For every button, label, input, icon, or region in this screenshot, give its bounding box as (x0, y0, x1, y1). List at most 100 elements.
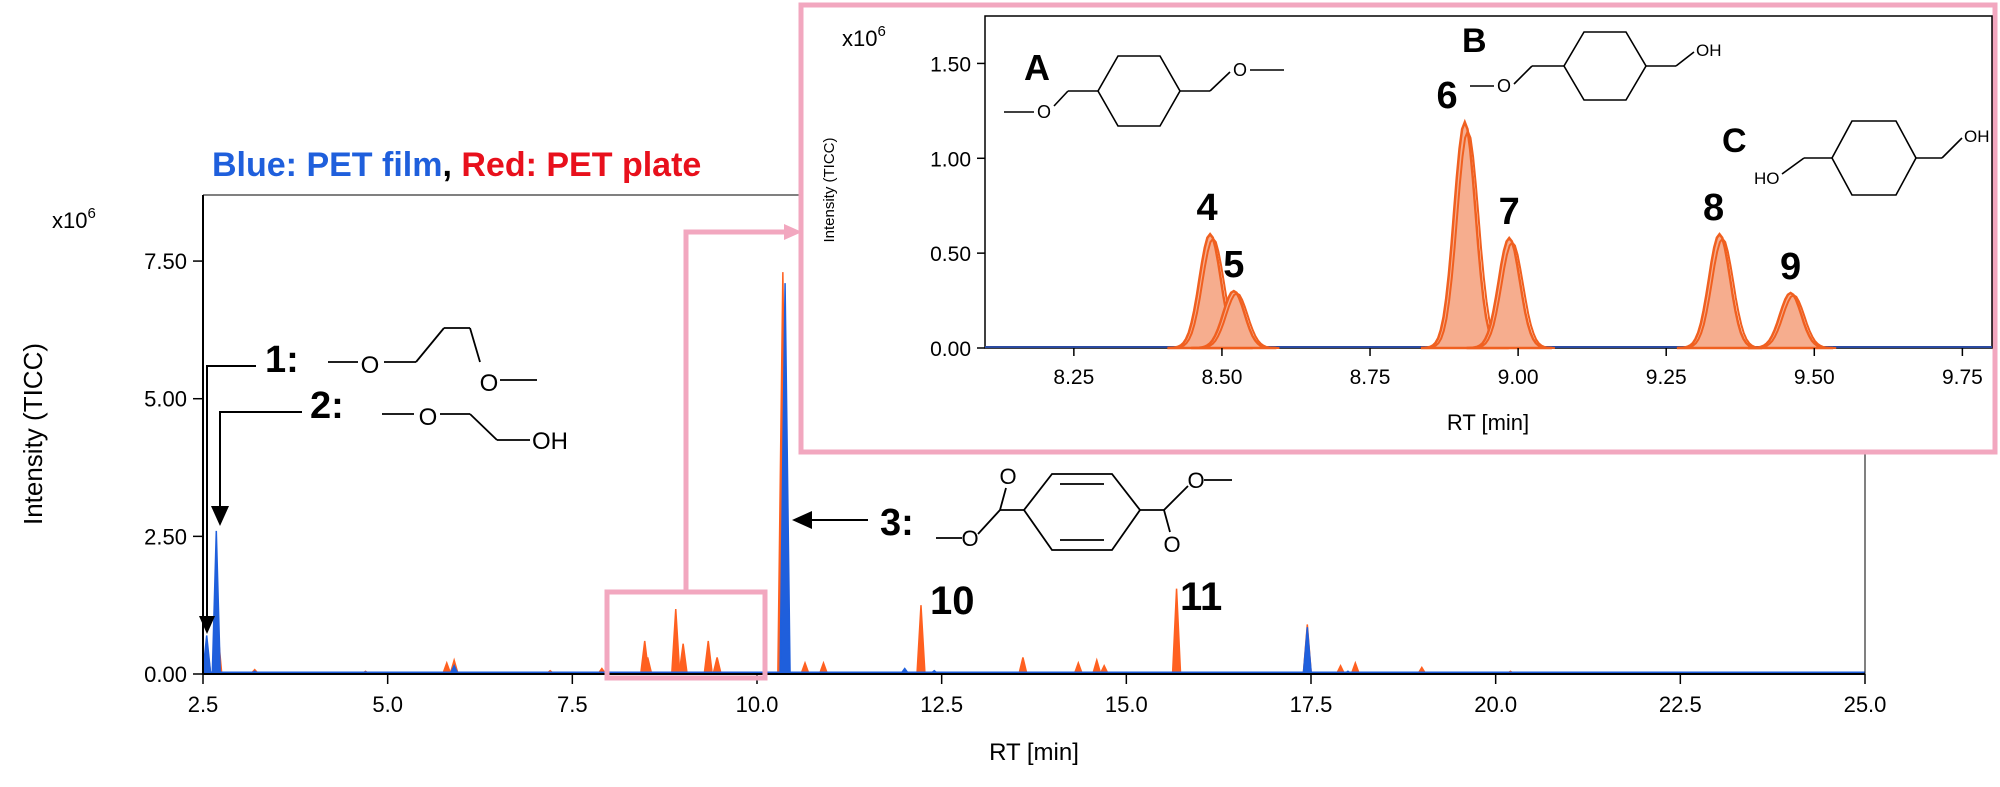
structure-b: B O OH (1462, 22, 1722, 101)
inset-y-tick-label: 1.00 (930, 148, 971, 171)
structure-a: A O O (1004, 47, 1284, 127)
main-x-axis-label: RT [min] (989, 739, 1079, 766)
dimethyl-terephthalate-structure (936, 473, 1232, 551)
main-x-tick-label: 25.0 (1844, 692, 1887, 717)
main-x-tick-label: 2.5 (188, 692, 219, 717)
main-x-tick-label: 5.0 (372, 692, 403, 717)
dimethoxyethane-structure (328, 327, 537, 381)
main-plot: 2.5 5.0 7.5 10.0 12.5 15.0 17.5 20.0 22.5 25.0 0.… (18, 194, 1887, 766)
struct2-hydroxyl: OH (532, 428, 568, 455)
inset-multiplier-base: x10 (842, 26, 877, 51)
peak-blue-5 (448, 664, 460, 675)
structure-b-oxygen: O (1497, 76, 1511, 96)
peak-11-label: 11 (1180, 575, 1222, 619)
inset-frame (798, 2, 1998, 455)
main-x-tick-label: 22.5 (1659, 692, 1702, 717)
inset-x-tick-label: 8.50 (1202, 366, 1243, 389)
inset-peak-label-9: 9 (1780, 246, 1801, 288)
inset-x-ticks: 8.25 8.50 8.75 9.00 9.25 9.50 9.75 (1053, 348, 1983, 389)
peak-10-label: 10 (930, 579, 975, 623)
annotation-1-label: 1: (265, 339, 299, 381)
dmt-oxygen-2: O (961, 526, 978, 551)
legend-separator: , (442, 146, 462, 184)
inset-peak-labels: 45 6 7 8 9 (1197, 75, 1802, 288)
main-x-ticks: 2.5 5.0 7.5 10.0 12.5 15.0 17.5 20.0 22.5 25.0 (188, 674, 1887, 717)
structure-c-drawing (1781, 120, 1963, 196)
structure-b-hydroxyl: OH (1696, 41, 1722, 60)
structure-a-oxygen-2: O (1233, 60, 1247, 80)
struct2-oxygen: O (419, 404, 438, 431)
inset-x-tick-label: 9.50 (1794, 366, 1835, 389)
peak-red-11 (670, 608, 681, 675)
peak-blue-2 (211, 530, 222, 675)
inset-x-tick-label: 9.75 (1942, 366, 1983, 389)
main-multiplier-base: x10 (52, 208, 87, 233)
inset-series-group (985, 118, 1992, 350)
structure-c: C HO OH (1722, 120, 1990, 196)
peak-red-13 (703, 640, 714, 675)
inset-peak-4-overlay (1469, 240, 1555, 349)
zoom-connector-arrowhead (784, 224, 802, 240)
inset-peak-5 (1676, 232, 1763, 350)
structure-b-drawing (1470, 31, 1695, 101)
main-x-tick-label: 15.0 (1105, 692, 1148, 717)
annotation-3: 3: O O O O (792, 464, 1232, 557)
main-y-tick-label: 0.00 (144, 662, 187, 687)
main-y-tick-label: 5.00 (144, 387, 187, 412)
annotation-2-arrowhead (211, 506, 229, 526)
inset-x-tick-label: 9.25 (1646, 366, 1687, 389)
annotation-2: 2: O OH (211, 385, 568, 526)
struct1-oxygen-2: O (480, 370, 499, 397)
annotation-1-arrowhead (199, 616, 215, 634)
main-x-tick-label: 12.5 (920, 692, 963, 717)
inset-peak-5-overlay (1679, 237, 1766, 349)
inset-peak-label-4: 4 (1197, 187, 1218, 229)
dmt-oxygen-1: O (999, 464, 1016, 489)
main-multiplier-exp: 6 (87, 205, 95, 222)
inset-x-axis-label: RT [min] (1447, 410, 1529, 435)
inset-multiplier: x106 (842, 23, 886, 51)
inset-peak-6-overlay (1751, 294, 1837, 349)
main-x-tick-label: 7.5 (557, 692, 588, 717)
methoxyethanol-structure (382, 413, 530, 441)
structure-a-label: A (1024, 47, 1050, 88)
struct1-oxygen-1: O (361, 352, 380, 379)
peak-red-18 (916, 605, 926, 675)
inset-peak-label-6: 6 (1436, 75, 1457, 117)
structure-c-hydroxyl-1: HO (1754, 169, 1780, 188)
inset-multiplier-exp: 6 (877, 23, 885, 40)
inset-peak-label-7: 7 (1499, 191, 1520, 233)
inset-x-tick-label: 8.75 (1350, 366, 1391, 389)
annotation-3-label: 3: (880, 502, 914, 544)
structure-a-drawing (1004, 55, 1284, 127)
peak-red-12 (678, 643, 688, 675)
inset-peak-4 (1466, 235, 1552, 350)
annotation-2-leader (219, 411, 302, 508)
main-y-tick-label: 7.50 (144, 249, 187, 274)
inset-peak-2-overlay (1194, 292, 1280, 349)
annotation-3-arrowhead (792, 511, 812, 529)
inset-peak-label-8: 8 (1703, 187, 1724, 229)
annotation-1-leader (206, 365, 256, 618)
structure-c-label: C (1722, 122, 1747, 160)
main-y-tick-label: 2.50 (144, 524, 187, 549)
main-multiplier: x106 (52, 205, 96, 233)
legend-blue-label: Blue: PET film (212, 146, 443, 184)
main-x-tick-label: 17.5 (1290, 692, 1333, 717)
annotation-2-label: 2: (310, 385, 344, 427)
dmt-oxygen-4: O (1187, 468, 1204, 493)
structure-c-hydroxyl-2: OH (1964, 127, 1990, 146)
inset-y-axis-label: Intensity (TICC) (821, 137, 838, 242)
main-x-tick-label: 20.0 (1474, 692, 1517, 717)
main-x-tick-label: 10.0 (736, 692, 779, 717)
zoom-connector-line (683, 229, 786, 592)
main-y-axis-label: Intensity (TICC) (18, 343, 48, 525)
inset-y-tick-label: 1.50 (930, 53, 971, 76)
inset-y-tick-label: 0.50 (930, 243, 971, 266)
inset-peak-label-5: 5 (1223, 244, 1244, 286)
inset-x-tick-label: 8.25 (1053, 366, 1094, 389)
main-y-ticks: 0.00 2.50 5.00 7.50 (144, 249, 203, 687)
structure-a-oxygen-1: O (1037, 102, 1051, 122)
annotation-1: 1: O O (199, 327, 537, 634)
